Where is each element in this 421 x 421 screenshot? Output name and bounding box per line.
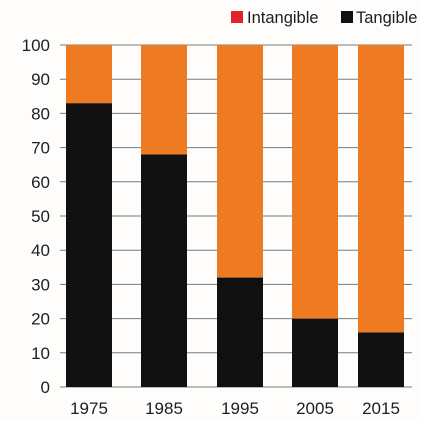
bar-intangible-2015	[358, 45, 404, 333]
legend: Intangible Tangible	[231, 9, 417, 27]
y-tick-label: 10	[31, 344, 50, 363]
x-tick-label: 1975	[70, 399, 108, 418]
bar-tangible-1985	[141, 154, 187, 387]
legend-label-intangible: Intangible	[247, 9, 319, 27]
bar-tangible-2005	[292, 318, 338, 387]
bar-intangible-1995	[217, 45, 263, 278]
y-tick-label: 30	[31, 275, 50, 294]
bar-tangible-1975	[66, 103, 112, 387]
y-tick-label: 70	[31, 139, 50, 158]
legend-swatch-tangible	[341, 11, 353, 23]
bar-tangible-1995	[217, 277, 263, 387]
x-tick-label: 2015	[362, 399, 400, 418]
bar-intangible-2005	[292, 45, 338, 319]
y-tick-label: 90	[31, 70, 50, 89]
y-axis: 0 10 20 30 40 50 60 70 80 90 100	[22, 36, 50, 397]
bar-intangible-1975	[66, 45, 112, 104]
x-tick-label: 1985	[145, 399, 183, 418]
x-tick-label: 2005	[296, 399, 334, 418]
y-tick-label: 100	[22, 36, 50, 55]
y-tick-label: 80	[31, 104, 50, 123]
y-tick-label: 40	[31, 241, 50, 260]
y-tick-label: 60	[31, 173, 50, 192]
y-tick-label: 0	[41, 378, 50, 397]
legend-swatch-intangible	[231, 11, 243, 23]
legend-label-tangible: Tangible	[356, 9, 417, 27]
bars	[66, 45, 404, 387]
x-tick-label: 1995	[221, 399, 259, 418]
y-tick-label: 50	[31, 207, 50, 226]
bar-intangible-1985	[141, 45, 187, 155]
y-tick-label: 20	[31, 310, 50, 329]
bar-tangible-2015	[358, 332, 404, 387]
x-axis: 1975 1985 1995 2005 2015	[70, 399, 400, 418]
